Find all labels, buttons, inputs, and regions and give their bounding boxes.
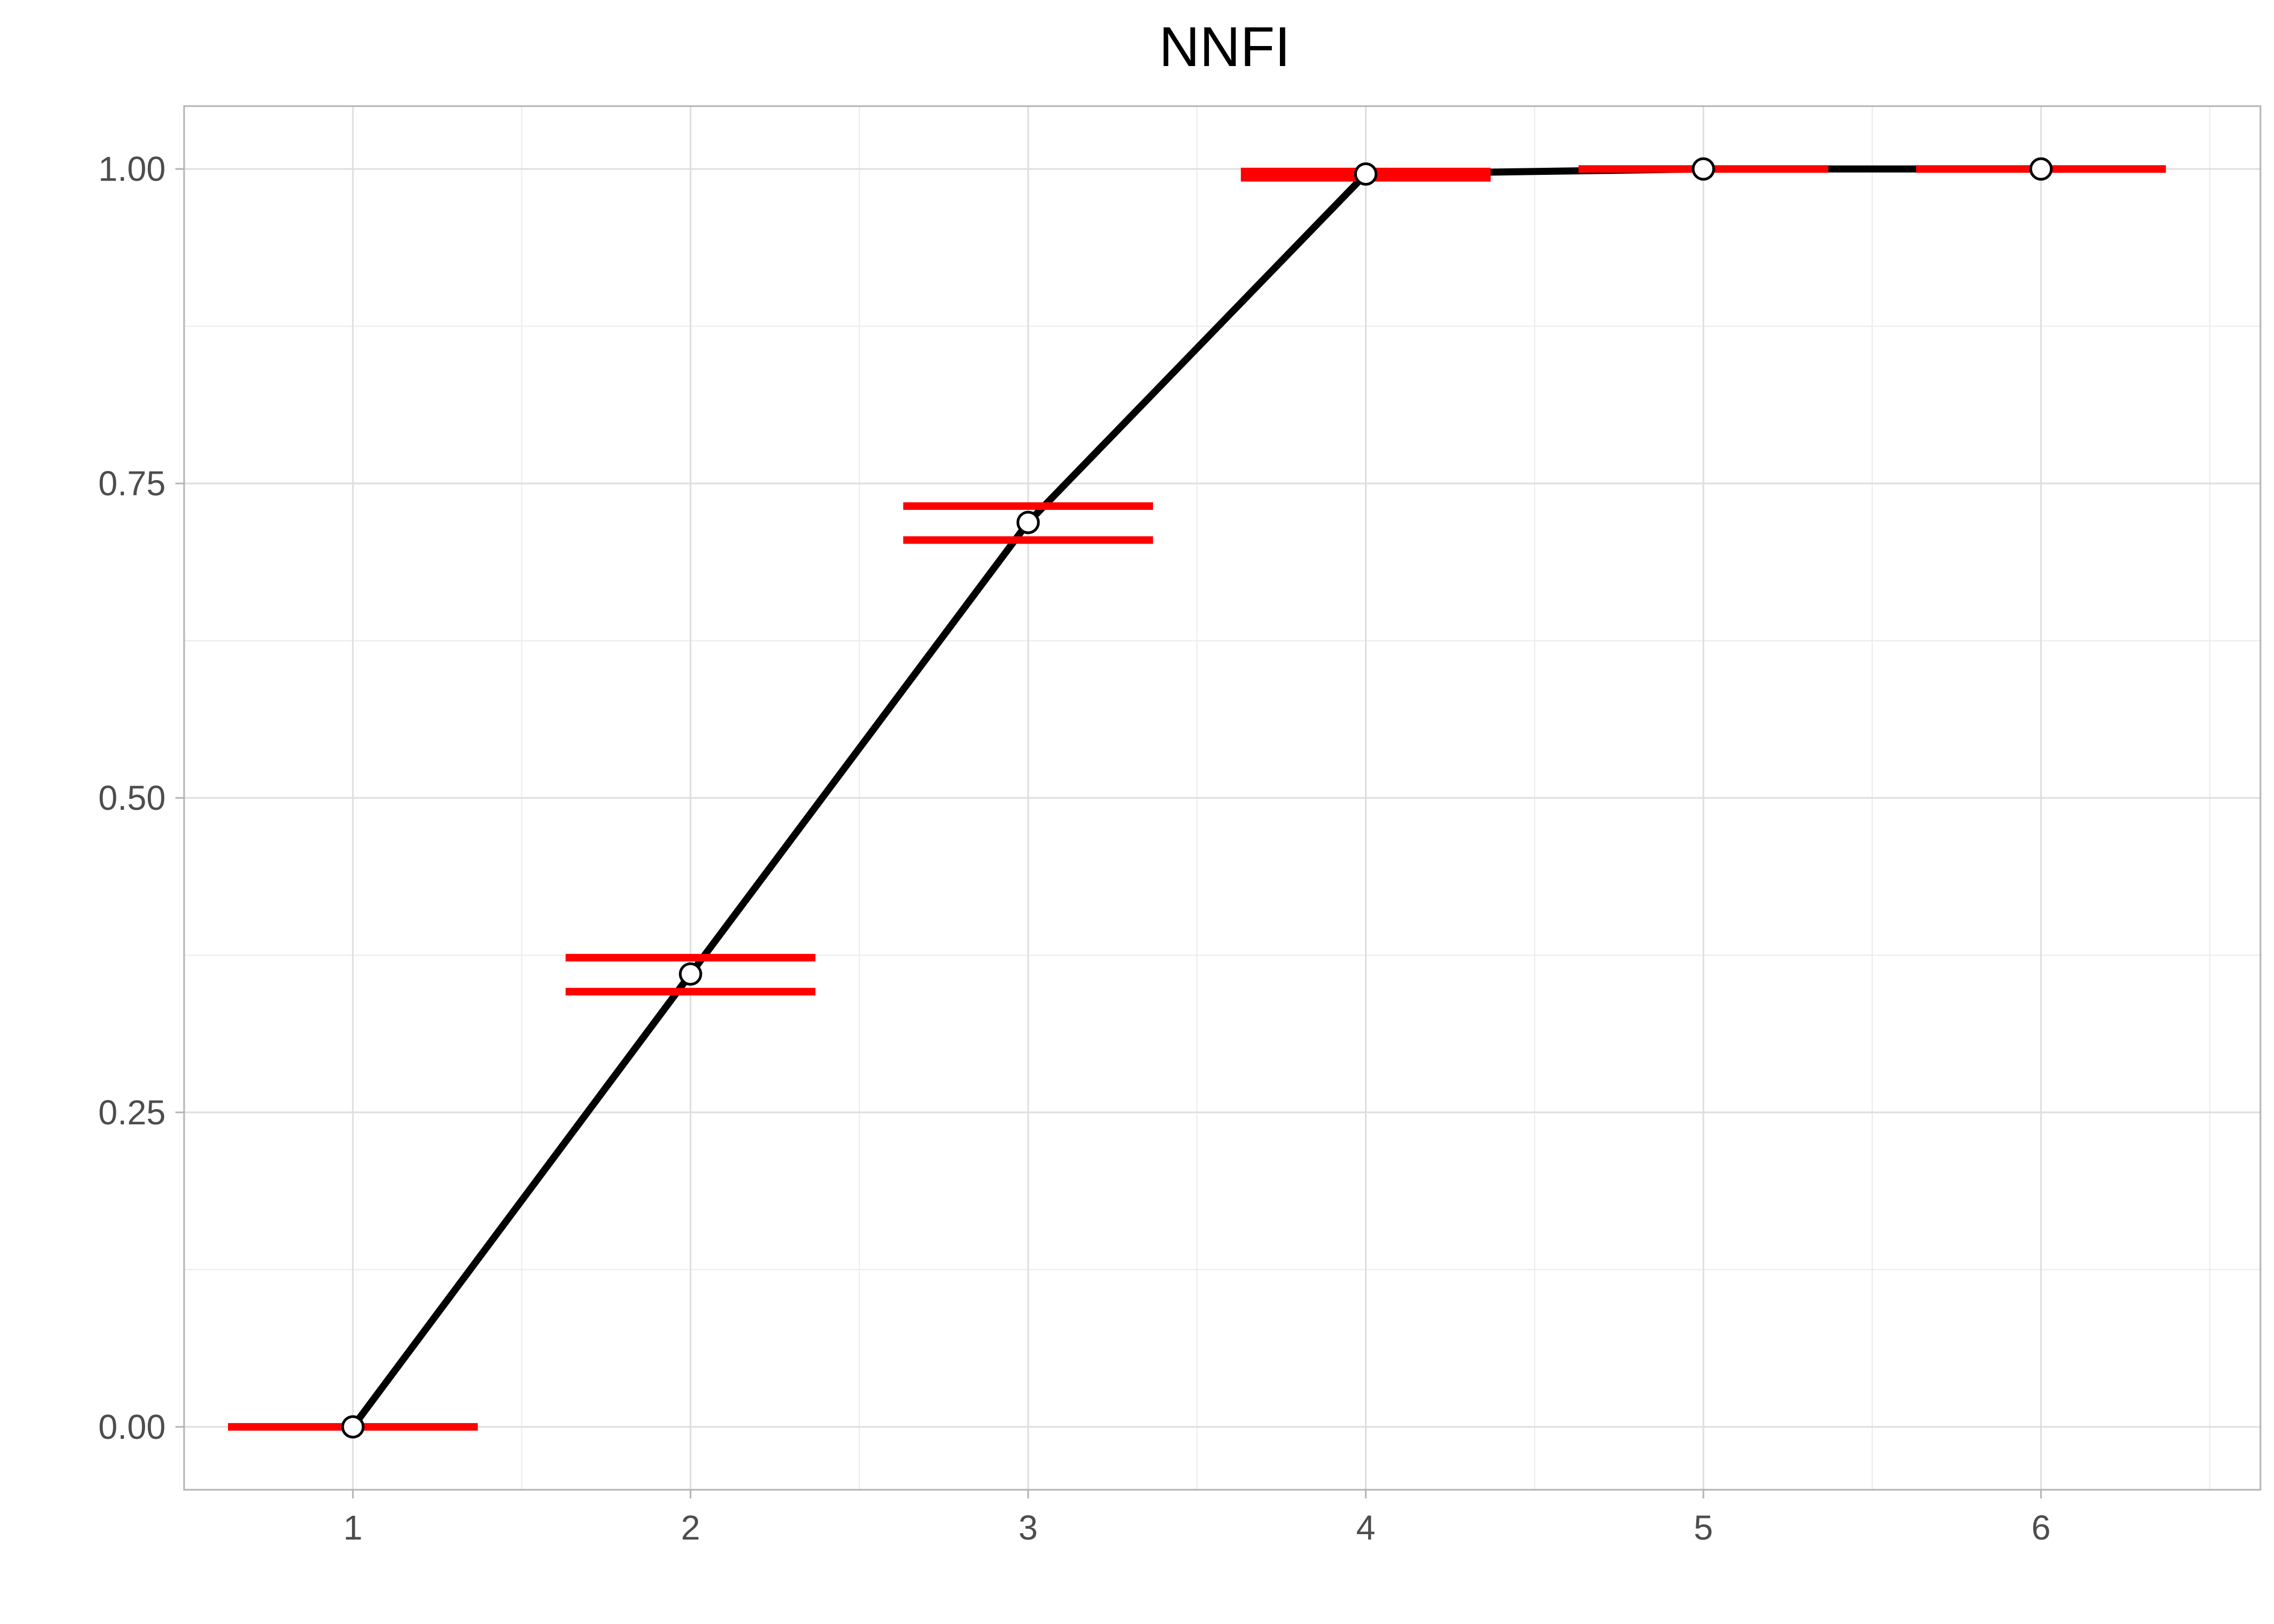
x-tick-label: 4 [1356,1508,1376,1547]
y-tick-label: 0.50 [98,778,166,817]
y-tick-label: 0.75 [98,464,166,503]
data-point [678,962,702,986]
chart-title: NNFI [1159,16,1291,78]
x-tick-label: 1 [343,1508,363,1547]
data-point [1691,157,1715,181]
y-tick-label: 0.00 [98,1407,166,1446]
x-tick-label: 3 [1018,1508,1038,1547]
y-tick-label: 1.00 [98,149,166,188]
axis-layer: 1 2 3 4 5 6 0.00 0.25 0.50 0.75 1.00 [98,149,2050,1547]
y-tick-label: 0.25 [98,1093,166,1132]
data-point [1354,162,1378,186]
data-point [1016,510,1040,534]
data-point [341,1415,365,1439]
data-point [2029,157,2053,181]
x-tick-label: 5 [1694,1508,1713,1547]
x-tick-label: 2 [681,1508,701,1547]
x-tick-label: 6 [2031,1508,2051,1547]
point-layer [341,157,2053,1439]
grid [184,106,2260,1490]
